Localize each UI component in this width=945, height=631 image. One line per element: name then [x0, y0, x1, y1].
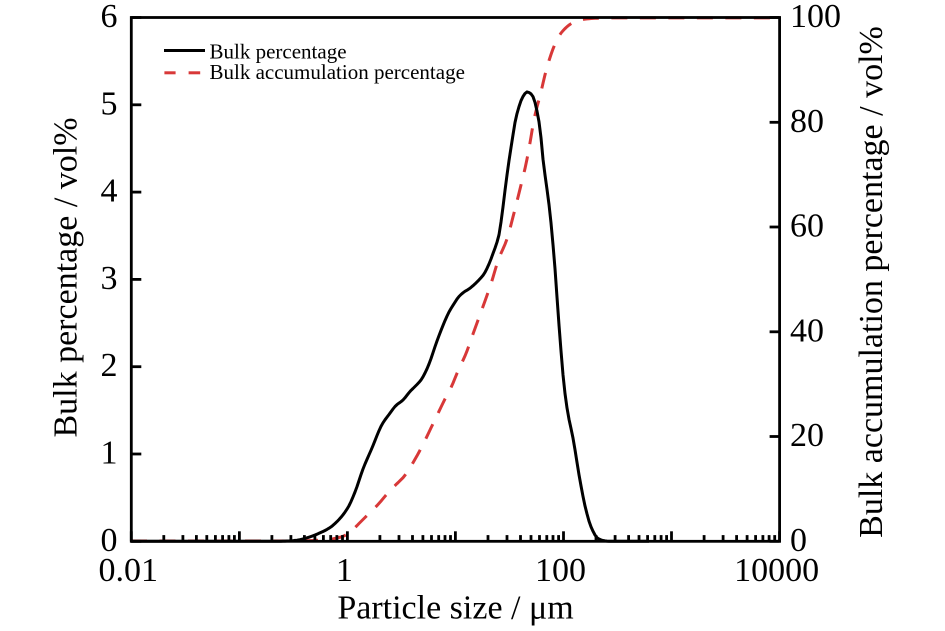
- svg-text:2: 2: [101, 347, 118, 384]
- svg-text:Bulk percentage: Bulk percentage: [210, 40, 347, 64]
- svg-text:100: 100: [790, 0, 841, 35]
- svg-text:5: 5: [101, 85, 118, 122]
- svg-text:Bulk percentage / vol%: Bulk percentage / vol%: [48, 117, 85, 437]
- svg-text:3: 3: [101, 260, 118, 297]
- svg-text:Particle size / μm: Particle size / μm: [337, 590, 573, 627]
- svg-text:Bulk accumulation percentage /: Bulk accumulation percentage / vol%: [853, 26, 890, 538]
- svg-text:4: 4: [101, 173, 118, 210]
- svg-text:80: 80: [790, 103, 824, 140]
- svg-text:0.01: 0.01: [99, 552, 159, 589]
- svg-text:Bulk accumulation percentage: Bulk accumulation percentage: [210, 60, 465, 84]
- svg-text:20: 20: [790, 417, 824, 454]
- svg-text:1: 1: [336, 552, 353, 589]
- svg-text:60: 60: [790, 208, 824, 245]
- svg-text:100: 100: [535, 552, 586, 589]
- svg-text:40: 40: [790, 312, 824, 349]
- svg-text:6: 6: [101, 0, 118, 35]
- svg-text:0: 0: [790, 522, 807, 559]
- svg-text:0: 0: [101, 522, 118, 559]
- svg-text:1: 1: [101, 435, 118, 472]
- svg-text:10000: 10000: [734, 552, 819, 589]
